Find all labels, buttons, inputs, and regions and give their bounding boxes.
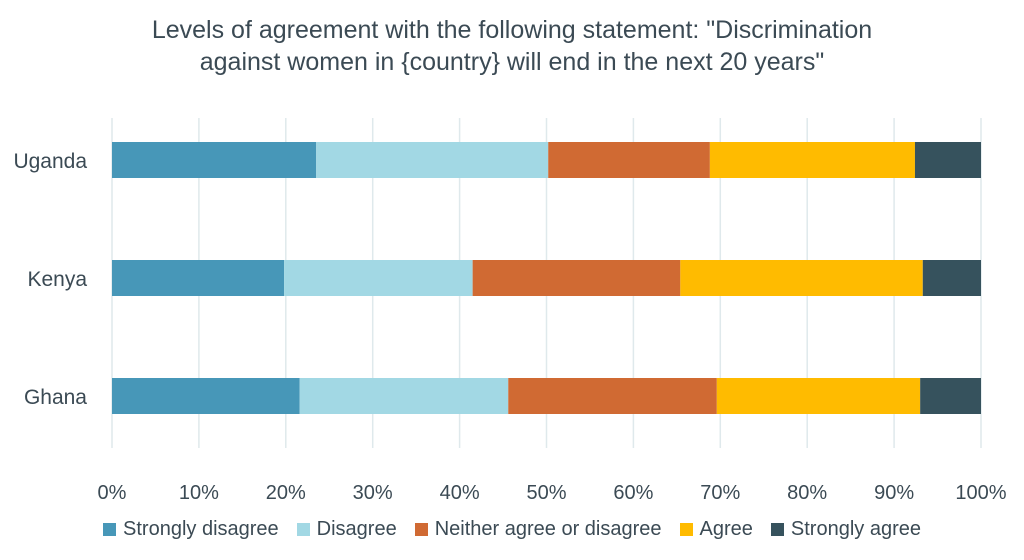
x-tick-label: 80% [787,482,827,504]
chart-title: Levels of agreement with the following s… [0,14,1024,78]
x-tick-label: 70% [700,482,740,504]
chart-legend: Strongly disagree Disagree Neither agree o… [0,518,1024,541]
legend-swatch [414,523,428,536]
legend-item: Disagree [296,518,397,541]
x-tick-label: 100% [955,482,1006,504]
x-tick-label: 10% [179,482,219,504]
x-tick-label: 40% [440,482,480,504]
legend-label: Agree [699,518,753,540]
x-tick-label: 90% [874,482,914,504]
legend-label: Strongly agree [790,518,921,540]
legend-item: Strongly agree [770,518,921,541]
legend-swatch [679,523,693,536]
bar-uganda-agree [709,142,915,178]
bar-uganda-strongly-disagree [112,142,317,178]
bar-ghana-strongly-disagree [112,378,300,414]
category-label: Uganda [13,150,87,173]
x-tick-label: 30% [353,482,393,504]
bar-kenya-strongly-disagree [112,260,285,296]
stacked-bar-chart: Uganda Kenya Ghana 0% 10% 20% 30% 40% 50% 60% 70% 8… [13,118,1007,504]
legend-item: Strongly disagree [103,518,279,541]
legend-label: Neither agree or disagree [434,518,662,540]
legend-swatch [103,523,117,536]
bar-kenya-agree [680,260,923,296]
chart-title-line-2: against women in {country} will end in t… [199,48,825,76]
bar-uganda-neither-agree-or-disagree [548,142,710,178]
bar-kenya-strongly-agree [922,260,981,296]
x-tick-label: 60% [613,482,653,504]
x-tick-label: 20% [266,482,306,504]
category-label: Kenya [27,268,87,291]
bar-ghana-strongly-agree [920,378,981,414]
bar-ghana-agree [716,378,921,414]
legend-item: Neither agree or disagree [414,518,662,541]
bar-kenya-neither-agree-or-disagree [472,260,681,296]
x-tick-label: 0% [98,482,127,504]
legend-item: Agree [679,518,753,541]
bar-uganda-disagree [316,142,549,178]
x-tick-label: 50% [526,482,566,504]
bar-ghana-neither-agree-or-disagree [508,378,717,414]
chart-title-line-1: Levels of agreement with the following s… [151,16,873,44]
legend-label: Strongly disagree [123,518,279,540]
bar-uganda-strongly-agree [914,142,981,178]
bar-ghana-disagree [299,378,509,414]
legend-swatch [770,523,784,536]
legend-swatch [296,523,310,536]
bar-kenya-disagree [284,260,473,296]
legend-label: Disagree [316,518,397,540]
category-label: Ghana [24,386,87,409]
